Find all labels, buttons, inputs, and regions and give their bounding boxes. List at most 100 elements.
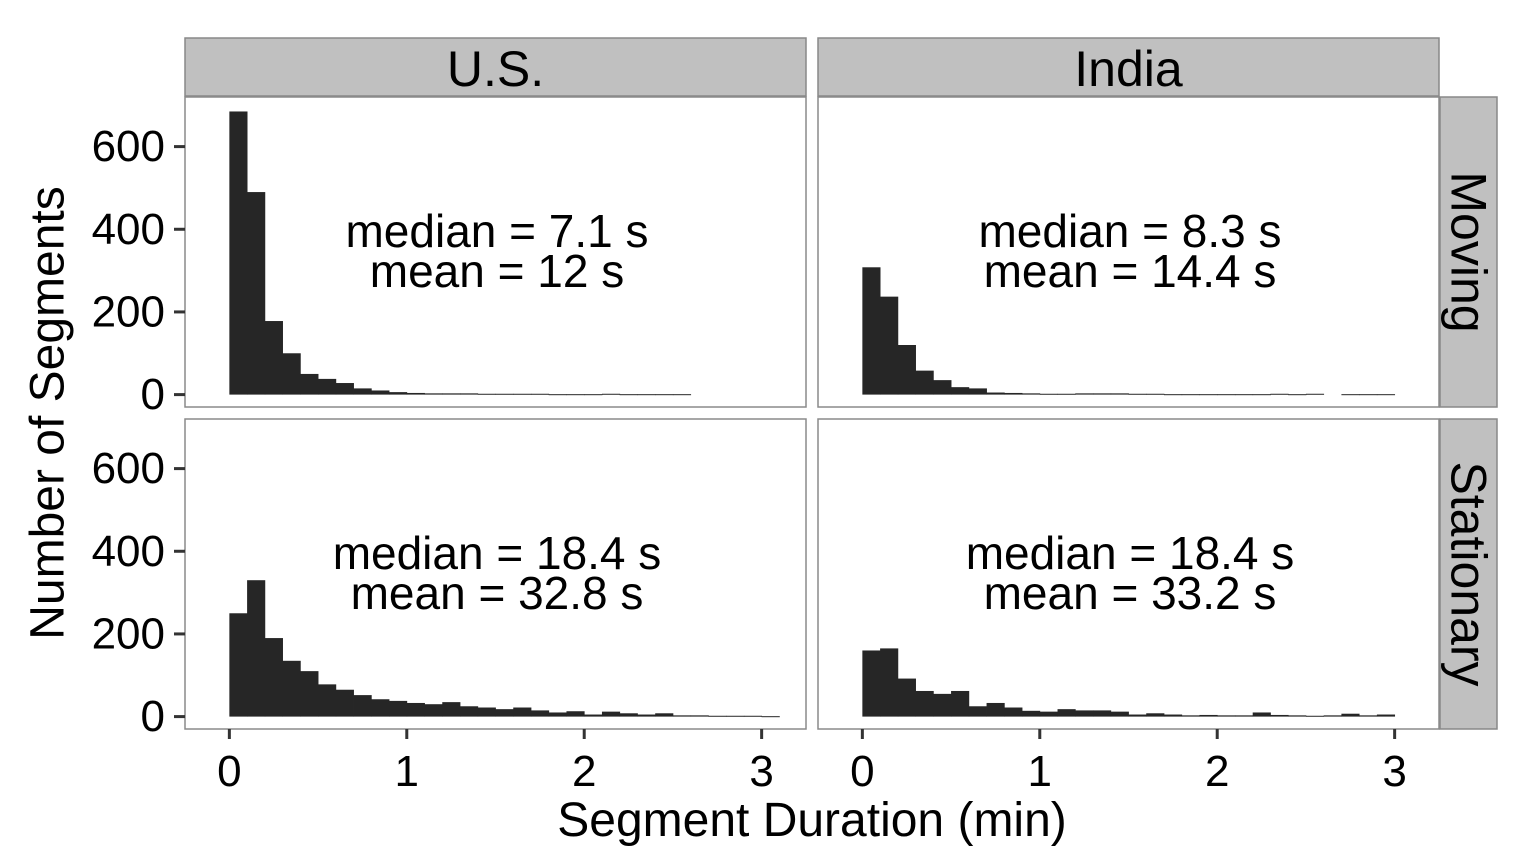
bar-us-stationary-bin-0: [229, 613, 248, 717]
bar-us-stationary-bin-30: [761, 716, 780, 718]
bar-us-moving-bin-9: [389, 392, 408, 395]
bar-india-stationary-bin-28: [1359, 715, 1378, 717]
bar-us-moving-bin-23: [637, 394, 656, 396]
y-tick-label-moving-200: 200: [92, 287, 165, 336]
x-axis: 0 1 2 3 0 1 2 3: [217, 729, 1407, 796]
bar-india-moving-bin-12: [1075, 393, 1094, 395]
bar-india-stationary-bin-12: [1075, 710, 1094, 717]
y-tick-label-moving-600: 600: [92, 122, 165, 171]
annotation-india-stationary-mean: mean = 33.2 s: [984, 567, 1277, 619]
bar-us-moving-bin-20: [584, 394, 603, 396]
bar-us-stationary-bin-6: [335, 689, 354, 717]
bar-us-moving-bin-1: [247, 192, 266, 395]
panel-india-stationary: [817, 418, 1440, 730]
bar-us-moving-bin-13: [460, 393, 479, 395]
bar-us-stationary-bin-15: [495, 709, 514, 717]
bar-us-moving-bin-19: [566, 394, 585, 396]
annotation-india-stationary-median: median = 18.4 s: [966, 527, 1295, 579]
bar-india-moving-bin-8: [1004, 392, 1023, 395]
bar-india-moving-bin-21: [1234, 394, 1254, 396]
bar-us-stationary-bin-26: [690, 715, 709, 717]
bar-us-moving-bin-10: [406, 392, 425, 395]
bar-us-stationary-bin-19: [566, 711, 585, 717]
bar-india-moving-bin-11: [1057, 393, 1076, 395]
bar-india-stationary-bin-8: [1004, 707, 1023, 717]
bar-us-moving-bin-8: [371, 390, 390, 395]
bar-us-moving-bin-16: [513, 393, 532, 395]
bar-india-moving-bin-7: [986, 392, 1005, 395]
bar-india-moving-bin-24: [1288, 394, 1307, 396]
bar-india-moving-bin-16: [1146, 393, 1165, 395]
bar-india-stationary-bin-19: [1199, 714, 1218, 717]
bar-india-moving-bin-6: [968, 388, 987, 395]
bar-india-stationary-bin-16: [1146, 713, 1165, 717]
bar-india-stationary-bin-23: [1270, 714, 1289, 717]
bar-india-moving-bin-10: [1039, 393, 1058, 395]
histogram-bars: [229, 111, 1396, 718]
bar-india-stationary-bin-10: [1039, 711, 1058, 717]
x-tick-label-india-0: 0: [850, 747, 874, 796]
x-tick-label-us-3: 3: [749, 747, 773, 796]
bar-india-stationary-bin-13: [1093, 710, 1112, 717]
y-axis: 0 200 400 600 0 200 400 600: [92, 122, 185, 741]
bar-us-stationary-bin-4: [300, 671, 319, 717]
bar-india-stationary-bin-2: [897, 678, 916, 717]
bar-india-moving-bin-23: [1270, 393, 1289, 395]
bar-us-moving-bin-22: [619, 394, 638, 396]
bar-us-stationary-bin-23: [637, 714, 656, 717]
bar-india-moving-bin-29: [1376, 394, 1396, 396]
bar-india-stationary-bin-11: [1057, 709, 1076, 717]
x-tick-label-india-1: 1: [1028, 747, 1052, 796]
bar-us-stationary-bin-1: [247, 580, 266, 717]
bar-india-stationary-bin-24: [1288, 715, 1307, 717]
annotation-india-moving-mean: mean = 14.4 s: [984, 245, 1277, 297]
x-tick-label-us-0: 0: [217, 747, 241, 796]
bar-us-stationary-bin-5: [318, 684, 337, 717]
bar-us-stationary-bin-28: [726, 715, 745, 717]
bar-us-moving-bin-17: [530, 393, 550, 395]
bar-us-stationary-bin-8: [371, 699, 390, 717]
bar-india-moving-bin-3: [915, 370, 934, 395]
bar-india-stationary-bin-22: [1252, 712, 1271, 717]
bar-india-stationary-bin-6: [968, 706, 987, 717]
bar-india-stationary-bin-21: [1234, 715, 1254, 717]
bar-us-moving-bin-3: [282, 353, 301, 395]
bar-india-stationary-bin-7: [986, 702, 1005, 717]
bar-us-moving-bin-0: [229, 111, 248, 395]
y-tick-label-stationary-0: 0: [141, 692, 165, 741]
bar-india-stationary-bin-29: [1376, 714, 1396, 717]
bar-india-stationary-bin-26: [1323, 715, 1342, 717]
bar-india-moving-bin-1: [880, 296, 899, 395]
bar-us-stationary-bin-12: [442, 702, 461, 717]
bar-us-stationary-bin-3: [282, 660, 301, 717]
bar-us-stationary-bin-22: [619, 713, 638, 717]
x-tick-label-us-1: 1: [395, 747, 419, 796]
bar-us-stationary-bin-7: [353, 695, 372, 717]
bar-india-stationary-bin-20: [1217, 715, 1236, 717]
bar-us-stationary-bin-9: [389, 700, 408, 717]
x-tick-label-india-2: 2: [1205, 747, 1229, 796]
bar-us-moving-bin-24: [655, 394, 674, 396]
bar-us-moving-bin-15: [495, 393, 514, 395]
bar-us-stationary-bin-21: [601, 711, 621, 717]
row-strip-moving-label: Moving: [1441, 171, 1497, 332]
bar-us-moving-bin-5: [318, 378, 337, 395]
bar-us-moving-bin-11: [424, 393, 443, 395]
annotation-india-moving-median: median = 8.3 s: [978, 205, 1281, 257]
annotation-india-stationary: median = 18.4 s mean = 33.2 s: [966, 527, 1295, 619]
bar-india-stationary-bin-0: [862, 650, 881, 717]
bar-us-stationary-bin-29: [743, 715, 763, 717]
bar-india-moving-bin-14: [1110, 393, 1129, 395]
bar-us-moving-bin-12: [442, 393, 461, 395]
bar-india-stationary-bin-3: [915, 690, 934, 717]
bar-us-stationary-bin-14: [477, 707, 496, 717]
y-tick-label-moving-400: 400: [92, 205, 165, 254]
bar-us-moving-bin-6: [335, 383, 354, 395]
bar-us-moving-bin-14: [477, 393, 496, 395]
column-strip-india-label: India: [1074, 41, 1183, 97]
x-axis-title: Segment Duration (min): [557, 794, 1067, 847]
x-tick-label-india-3: 3: [1382, 747, 1406, 796]
bar-india-stationary-bin-5: [951, 690, 970, 717]
bar-india-stationary-bin-14: [1110, 711, 1129, 717]
bar-india-moving-bin-25: [1305, 393, 1325, 395]
